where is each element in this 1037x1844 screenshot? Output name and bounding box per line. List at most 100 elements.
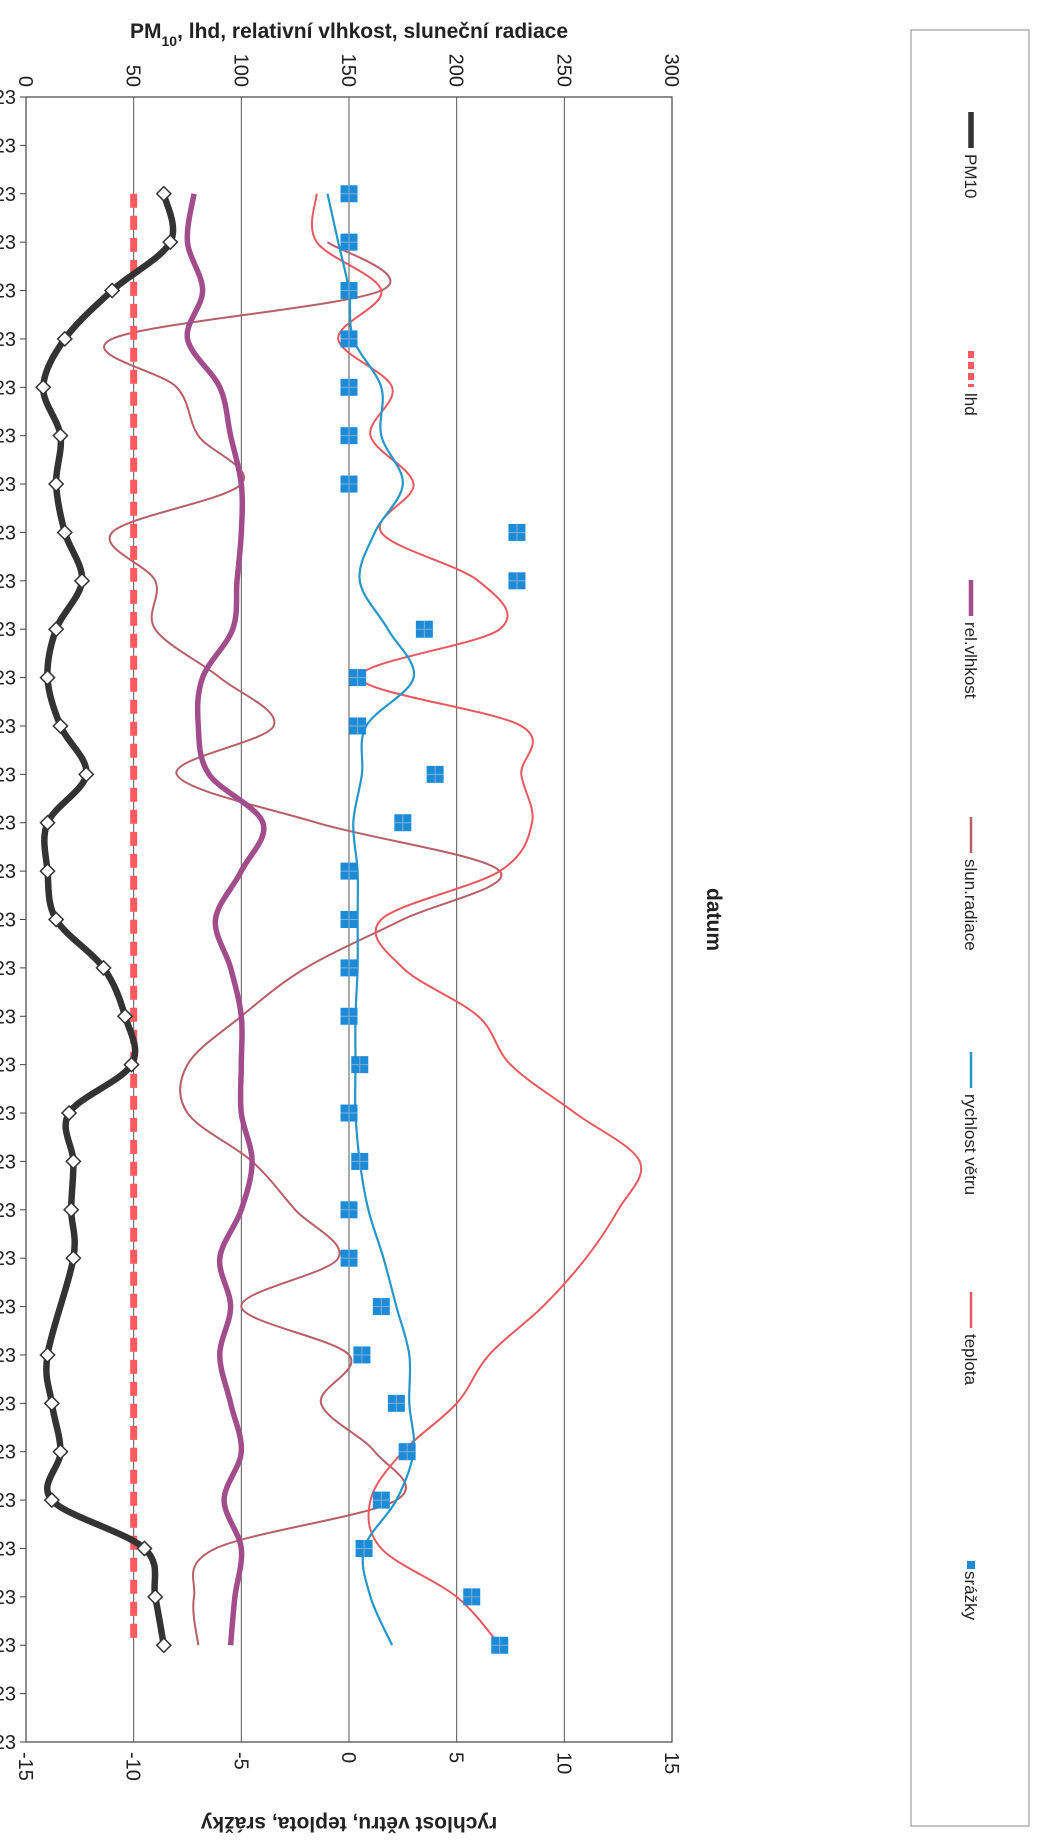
legend-swatch	[967, 1561, 975, 1569]
pm10-point	[162, 234, 179, 251]
x-tick-label: 03.03.23	[0, 281, 16, 303]
pm10-point	[35, 379, 52, 396]
x-tick-label: 01.03.23	[0, 184, 16, 206]
left-tick-label: 50	[122, 65, 144, 87]
x-tick-label: 13.03.23	[0, 764, 16, 786]
pm10-point	[39, 814, 56, 831]
pm10-point	[39, 862, 56, 880]
pm10-point	[52, 427, 69, 444]
pm10-point	[65, 1153, 82, 1170]
pm10-point	[123, 1056, 140, 1073]
right-axis-title: rychlost větru, teplota, srážky	[200, 1812, 497, 1835]
x-tick-label: 21.03.23	[0, 1151, 16, 1173]
pm10-point	[48, 621, 65, 638]
x-tick-label: 08.03.23	[0, 522, 16, 544]
x-tick-label: 04.03.23	[0, 329, 16, 351]
right-tick-label: 15	[660, 1752, 682, 1774]
pm10-point	[39, 669, 56, 686]
legend-item-rel-vlhkost: rel.vlhkost	[961, 580, 980, 699]
pm10-point	[147, 1588, 164, 1605]
x-tick-label: 01.04.23	[0, 1684, 16, 1706]
pm10-point	[39, 1346, 56, 1364]
x-tick-label: 06.03.23	[0, 426, 16, 448]
legend-label: PM10	[961, 154, 980, 198]
legend-label: teplota	[961, 1334, 980, 1386]
x-tick-label: 10.03.23	[0, 619, 16, 641]
right-tick-label: 0	[337, 1752, 359, 1763]
legend-item-teplota: teplota	[961, 1292, 980, 1386]
left-axis-title: PM10, lhd, relativní vlhkost, sluneční r…	[130, 20, 568, 49]
x-tick-label: 09.03.23	[0, 571, 16, 593]
x-tick-label: 28.02.23	[0, 135, 16, 157]
x-tick-label: 20.03.23	[0, 1103, 16, 1125]
x-tick-label: 27.02.23	[0, 87, 16, 109]
x-tick-label: 11.03.23	[0, 668, 16, 690]
legend-label: slun.radiace	[961, 859, 980, 951]
pm10-point	[52, 717, 69, 735]
x-tick-label: 29.03.23	[0, 1538, 16, 1560]
right-tick-label: -5	[229, 1752, 251, 1770]
series-line-rychlost-v-tru	[326, 193, 416, 1646]
right-tick-label: 5	[445, 1752, 467, 1763]
legend-label: lhd	[961, 393, 980, 416]
right-tick-label: -15	[14, 1752, 36, 1781]
pm10-point	[155, 185, 172, 202]
legend-item-sr-ky: srážky	[961, 1561, 980, 1621]
pm10-point	[155, 1637, 172, 1654]
x-tick-label: 02.03.23	[0, 232, 16, 254]
x-tick-label: 24.03.23	[0, 1297, 16, 1319]
x-tick-label: 28.03.23	[0, 1490, 16, 1512]
x-tick-label: 16.03.23	[0, 910, 16, 932]
pm10-point	[63, 1201, 80, 1218]
left-tick-label: 100	[229, 54, 251, 87]
rotated-chart: 27.02.23 28.02.23 01.03.23 02.03.23 03.03.23…	[0, 20, 1030, 1835]
x-tick-label: 27.03.23	[0, 1442, 16, 1464]
pm10-point	[104, 282, 121, 299]
x-tick-label: 18.03.23	[0, 1006, 16, 1028]
left-tick-labels: 0 50 100 150 200 250 300	[14, 54, 682, 87]
x-tick-label: 23.03.23	[0, 1248, 16, 1270]
legend-label: rychlost větru	[961, 1094, 980, 1195]
left-tick-label: 200	[445, 54, 467, 87]
pm10-point	[52, 1443, 69, 1460]
x-tick-label: 22.03.23	[0, 1200, 16, 1222]
x-tick-label: 12.03.23	[0, 716, 16, 738]
x-tick-label: 15.03.23	[0, 861, 16, 883]
x-tick-label: 25.03.23	[0, 1345, 16, 1367]
x-axis-title: datum	[702, 888, 725, 951]
legend: PM10 lhd rel.vlhkost slun.radiace rychlost v…	[910, 29, 1030, 1827]
legend-item-lhd: lhd	[961, 351, 980, 416]
left-tick-label: 0	[14, 76, 36, 87]
pm10-point	[73, 572, 91, 589]
legend-item-rychlost-v-tru: rychlost větru	[961, 1052, 980, 1195]
right-tick-label: 10	[552, 1752, 574, 1774]
legend-label: srážky	[961, 1571, 980, 1621]
x-tick-label: 19.03.23	[0, 1055, 16, 1077]
x-tick-label: 14.03.23	[0, 813, 16, 835]
left-tick-label: 300	[660, 54, 682, 87]
x-tick-label: 07.03.23	[0, 474, 16, 496]
series-line-slun-radiace	[103, 241, 503, 1646]
pm10-point	[43, 1395, 60, 1412]
legend-item-slun-radiace: slun.radiace	[961, 817, 980, 951]
pm10-point	[60, 1104, 78, 1122]
x-tick-label: 26.03.23	[0, 1393, 16, 1415]
series-line-teplota	[310, 193, 643, 1646]
pm10-point	[56, 330, 73, 348]
x-tick-labels: 27.02.23 28.02.23 01.03.23 02.03.23 03.03.23…	[0, 87, 26, 1754]
legend-item-pm10: PM10	[961, 112, 980, 198]
pm10-point	[48, 911, 65, 928]
pm10-point	[65, 1250, 82, 1267]
pm10-point	[95, 959, 112, 977]
left-tick-label: 150	[337, 54, 359, 87]
pm10-point	[136, 1540, 153, 1557]
pm10-point	[56, 524, 73, 541]
x-tick-label: 17.03.23	[0, 958, 16, 980]
right-tick-labels: -15 -10 -5 0 5 10 15	[14, 1752, 682, 1781]
legend-box	[910, 29, 1030, 1827]
legend-label: rel.vlhkost	[961, 622, 980, 699]
x-tick-label: 02.04.23	[0, 1732, 16, 1754]
x-tick-label: 30.03.23	[0, 1587, 16, 1609]
x-tick-label: 31.03.23	[0, 1635, 16, 1657]
x-tick-label: 05.03.23	[0, 377, 16, 399]
